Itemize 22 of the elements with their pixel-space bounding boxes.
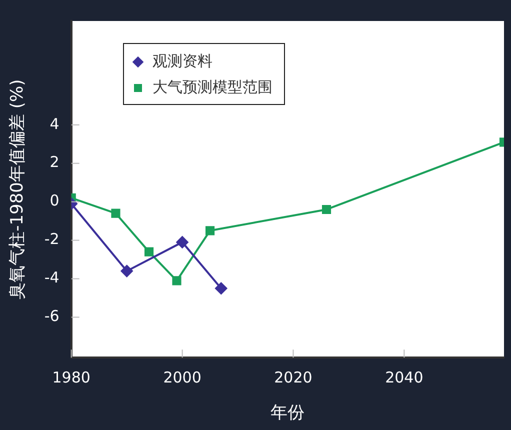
x-tick-label: 2040 <box>385 368 424 386</box>
x-tick-label: 1980 <box>52 368 90 386</box>
point <box>205 226 215 236</box>
y-tick-label: -2 <box>44 230 60 248</box>
point <box>172 276 182 286</box>
y-tick-label: -6 <box>44 307 60 326</box>
point <box>176 236 188 248</box>
legend-label: 大气预测模型范围 <box>152 78 272 96</box>
y-tick-label: 4 <box>50 114 60 133</box>
point <box>322 204 332 214</box>
y-tick-label: 2 <box>50 153 60 172</box>
y-tick-label: -4 <box>44 268 60 287</box>
point <box>144 247 154 256</box>
point <box>215 282 228 294</box>
x-tick-label: 2020 <box>274 368 312 386</box>
y-tick-label: 0 <box>50 192 60 210</box>
legend-label: 观测资料 <box>152 52 212 70</box>
x-tick-label: 2000 <box>163 368 202 386</box>
x-axis-title: 年份 <box>270 403 305 424</box>
y-axis-title: 臭氧气柱-1980年值偏差 (%) <box>8 79 28 300</box>
point <box>120 265 133 278</box>
point <box>111 208 120 218</box>
